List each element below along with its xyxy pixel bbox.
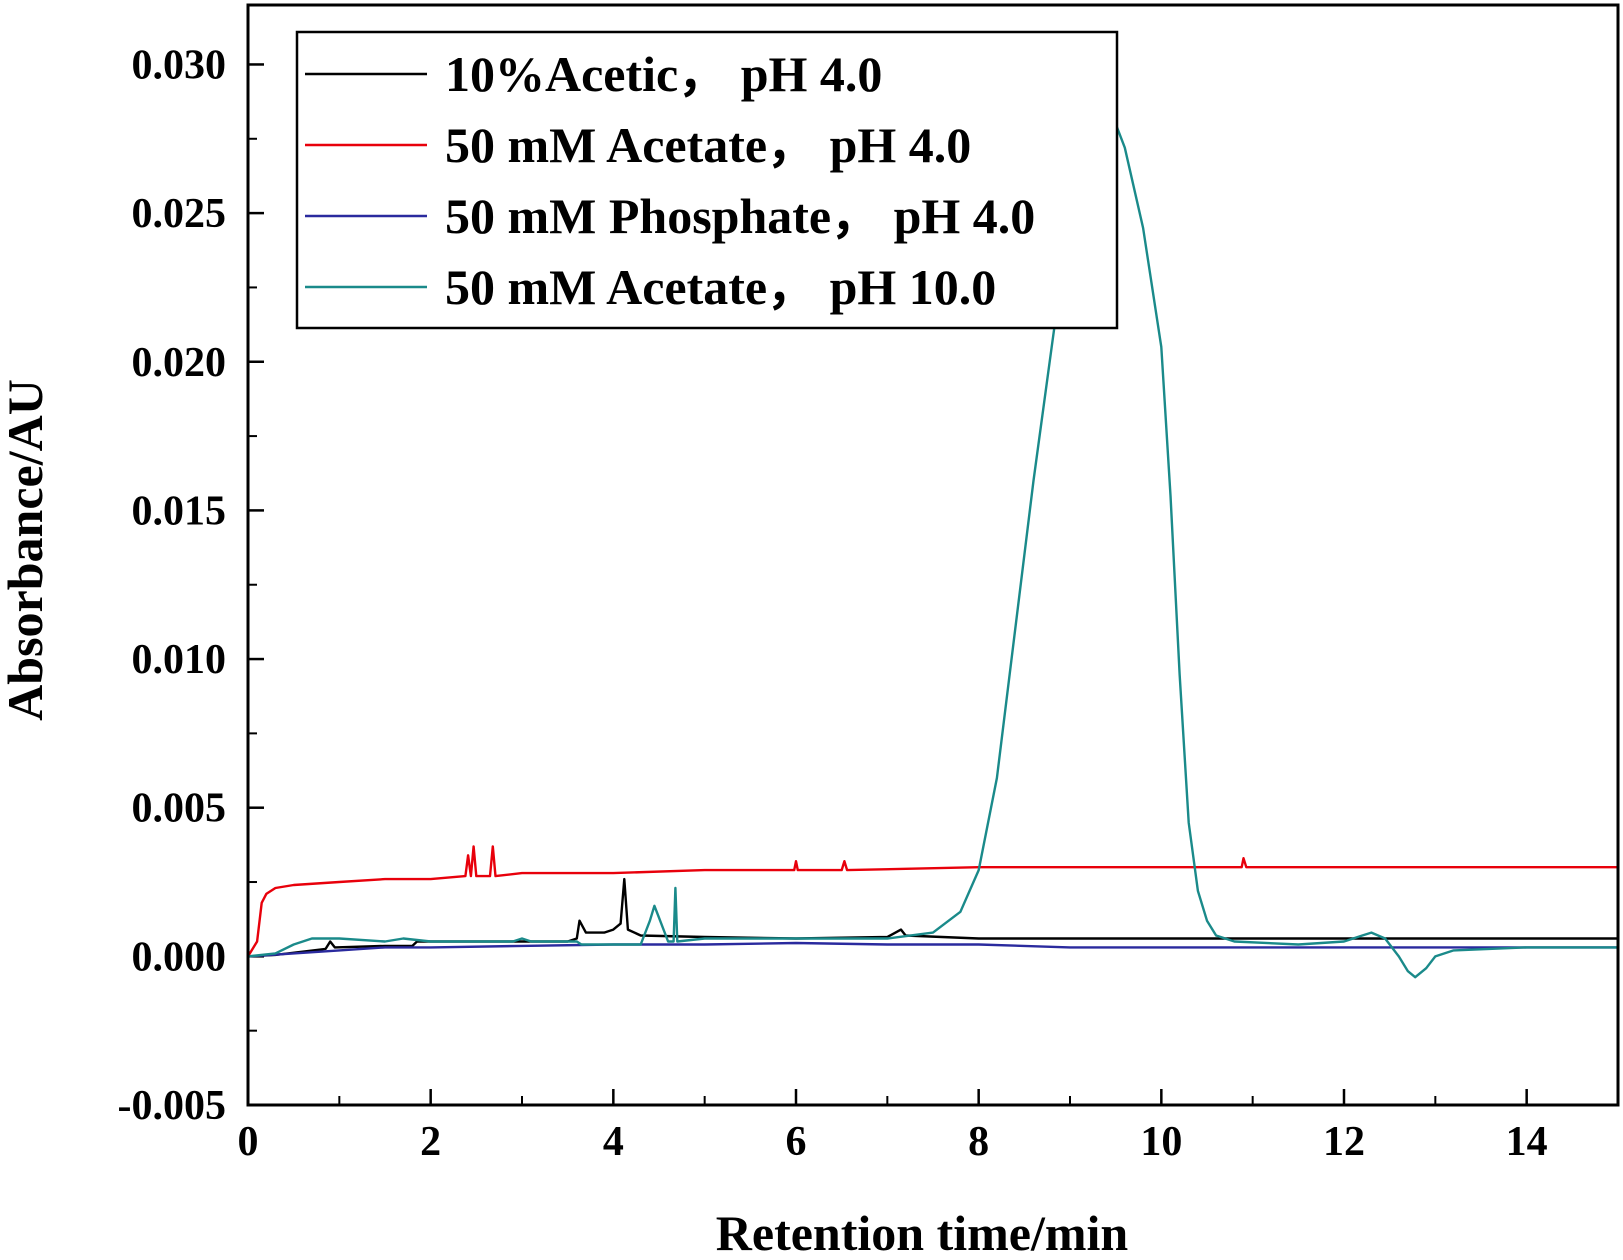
legend-label-1: 10%Acetic， pH 4.0 [445,46,882,102]
y-axis-title: Absorbance/AU [0,379,53,721]
legend-label-3: 50 mM Phosphate， pH 4.0 [445,188,1035,244]
series-line-3 [247,941,1618,958]
y-tick-label: 0.030 [132,42,227,88]
axis-ticks: 0 2 4 6 8 10 12 14 -0.005 0.000 0.005 0.010 0.015 0.0… [118,42,1548,1165]
y-tick-label: -0.005 [118,1083,227,1129]
y-tick-label: 0.015 [132,488,227,534]
x-tick-label: 6 [786,1119,807,1165]
y-tick-label: 0.010 [132,637,227,683]
y-tick-label: 0.025 [132,191,227,237]
legend: 10%Acetic， pH 4.0 50 mM Acetate， pH 4.0 50… [295,30,1119,330]
x-tick-label: 0 [238,1119,259,1165]
x-tick-label: 8 [968,1119,989,1165]
x-tick-label: 2 [420,1119,441,1165]
x-axis-title: Retention time/min [716,1205,1129,1260]
legend-box [295,30,1119,330]
y-tick-label: 0.000 [132,934,227,980]
x-tick-label: 4 [603,1119,624,1165]
legend-label-2: 50 mM Acetate， pH 4.0 [445,117,971,173]
y-tick-label: 0.005 [132,786,227,832]
series-lines [246,122,1618,979]
series-line-4 [247,122,1618,979]
y-tick-label: 0.020 [132,340,227,386]
plot-frame [246,3,1620,1107]
x-tick-label: 10 [1140,1119,1182,1165]
series-line-2 [246,845,1618,958]
series-line-1 [247,877,1618,958]
legend-label-4: 50 mM Acetate， pH 10.0 [445,259,996,315]
x-tick-label: 14 [1506,1119,1548,1165]
x-tick-label: 12 [1323,1119,1365,1165]
